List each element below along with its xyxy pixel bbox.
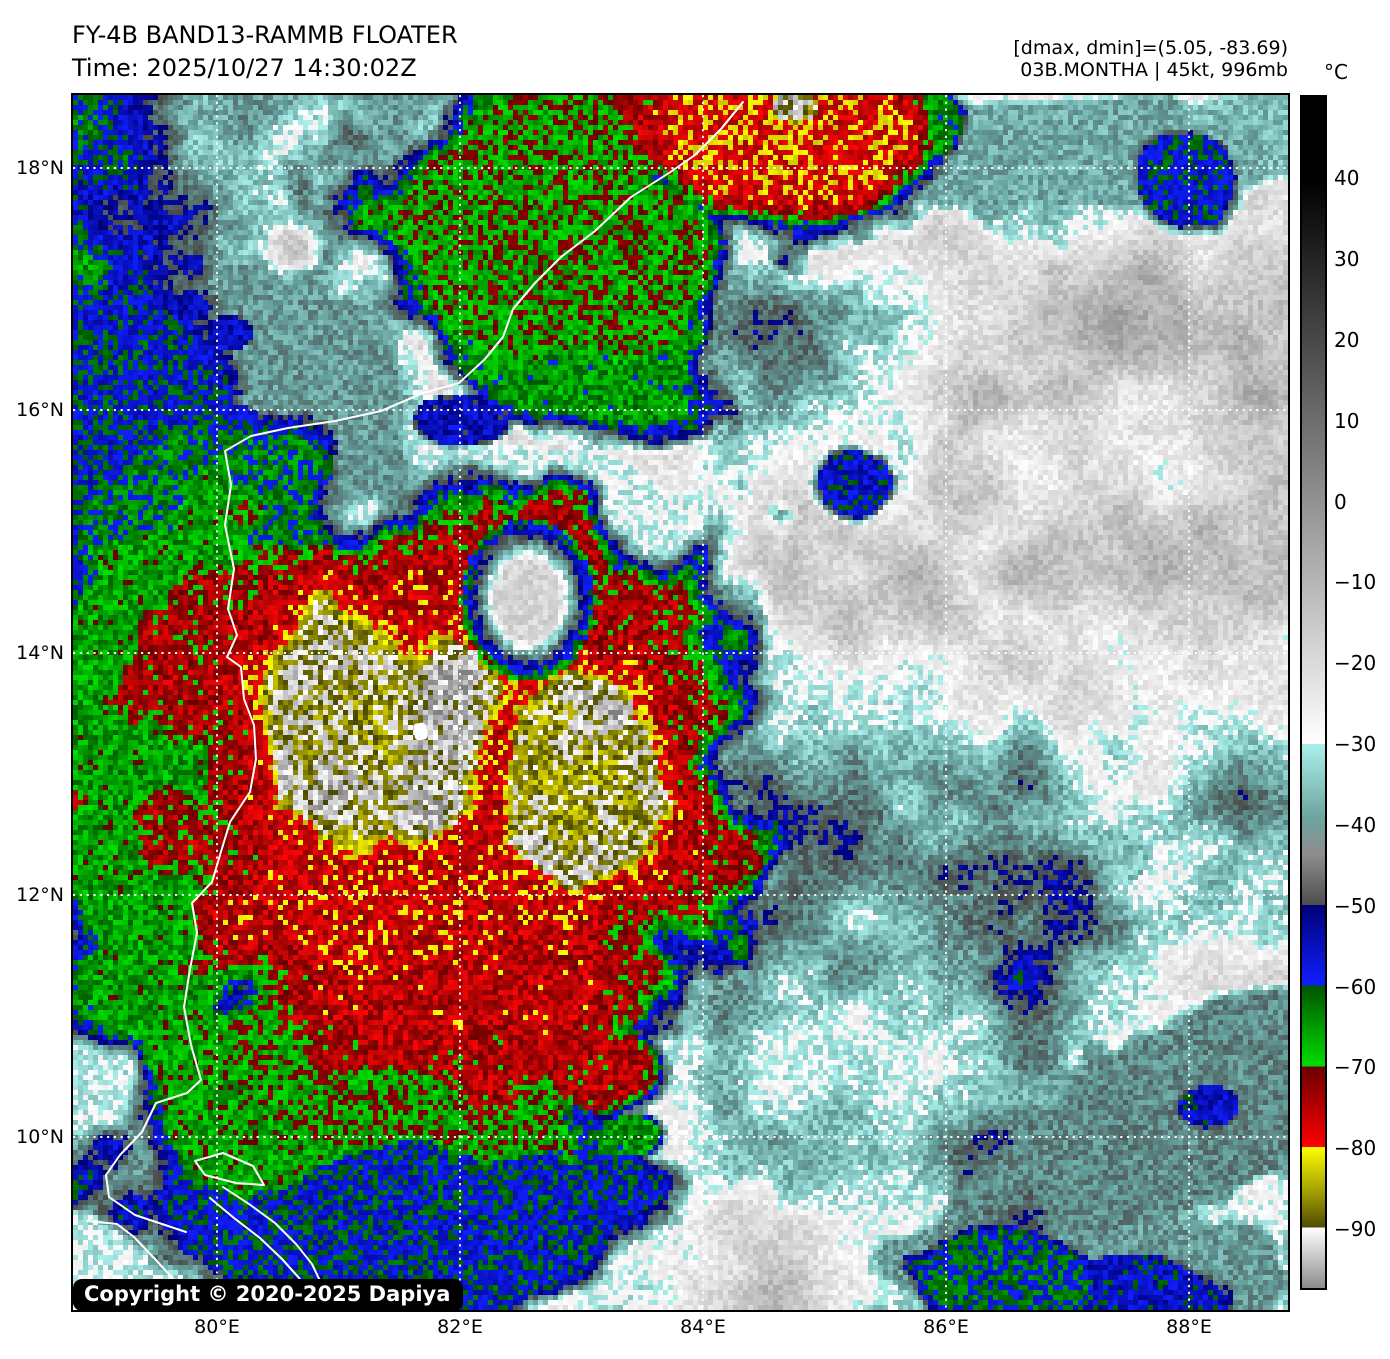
lat-tick-label: 12°N bbox=[16, 884, 64, 906]
colorbar-tick-label: 20 bbox=[1334, 328, 1360, 352]
colorbar-tick-label: −70 bbox=[1334, 1055, 1377, 1079]
colorbar-tick-label: −60 bbox=[1334, 975, 1377, 999]
product-time: Time: 2025/10/27 14:30:02Z bbox=[72, 54, 417, 82]
lon-tick-label: 86°E bbox=[923, 1316, 969, 1338]
colorbar-tick-label: −80 bbox=[1334, 1136, 1377, 1160]
dmax-dmin-label: [dmax, dmin]=(5.05, -83.69) bbox=[1013, 37, 1288, 59]
colorbar-tick-label: −90 bbox=[1334, 1217, 1377, 1241]
lon-tick-label: 82°E bbox=[437, 1316, 483, 1338]
lat-tick-label: 10°N bbox=[16, 1126, 64, 1148]
colorbar bbox=[1300, 95, 1327, 1290]
colorbar-tick-label: 10 bbox=[1334, 409, 1360, 433]
lat-tick-label: 18°N bbox=[16, 157, 64, 179]
satellite-imagery-canvas bbox=[73, 95, 1288, 1310]
copyright-badge: Copyright © 2020-2025 Dapiya bbox=[73, 1279, 464, 1311]
meta-block: [dmax, dmin]=(5.05, -83.69) 03B.MONTHA |… bbox=[1013, 37, 1288, 81]
colorbar-tick-label: 0 bbox=[1334, 490, 1347, 514]
colorbar-tick-label: 40 bbox=[1334, 166, 1360, 190]
colorbar-tick-label: −20 bbox=[1334, 651, 1377, 675]
colorbar-tick-label: −40 bbox=[1334, 813, 1377, 837]
colorbar-tick-label: −30 bbox=[1334, 732, 1377, 756]
lat-tick-label: 14°N bbox=[16, 642, 64, 664]
lat-tick-label: 16°N bbox=[16, 399, 64, 421]
storm-center-marker bbox=[412, 722, 429, 741]
lon-tick-label: 88°E bbox=[1166, 1316, 1212, 1338]
colorbar-tick-label: 30 bbox=[1334, 247, 1360, 271]
colorbar-unit-label: °C bbox=[1324, 60, 1348, 84]
product-title: FY-4B BAND13-RAMMB FLOATER bbox=[72, 21, 458, 49]
storm-info-label: 03B.MONTHA | 45kt, 996mb bbox=[1020, 59, 1288, 81]
lon-tick-label: 80°E bbox=[194, 1316, 240, 1338]
colorbar-tick-label: −10 bbox=[1334, 570, 1377, 594]
colorbar-tick-label: −50 bbox=[1334, 894, 1377, 918]
map-frame: Copyright © 2020-2025 Dapiya bbox=[71, 93, 1290, 1312]
lon-tick-label: 84°E bbox=[680, 1316, 726, 1338]
